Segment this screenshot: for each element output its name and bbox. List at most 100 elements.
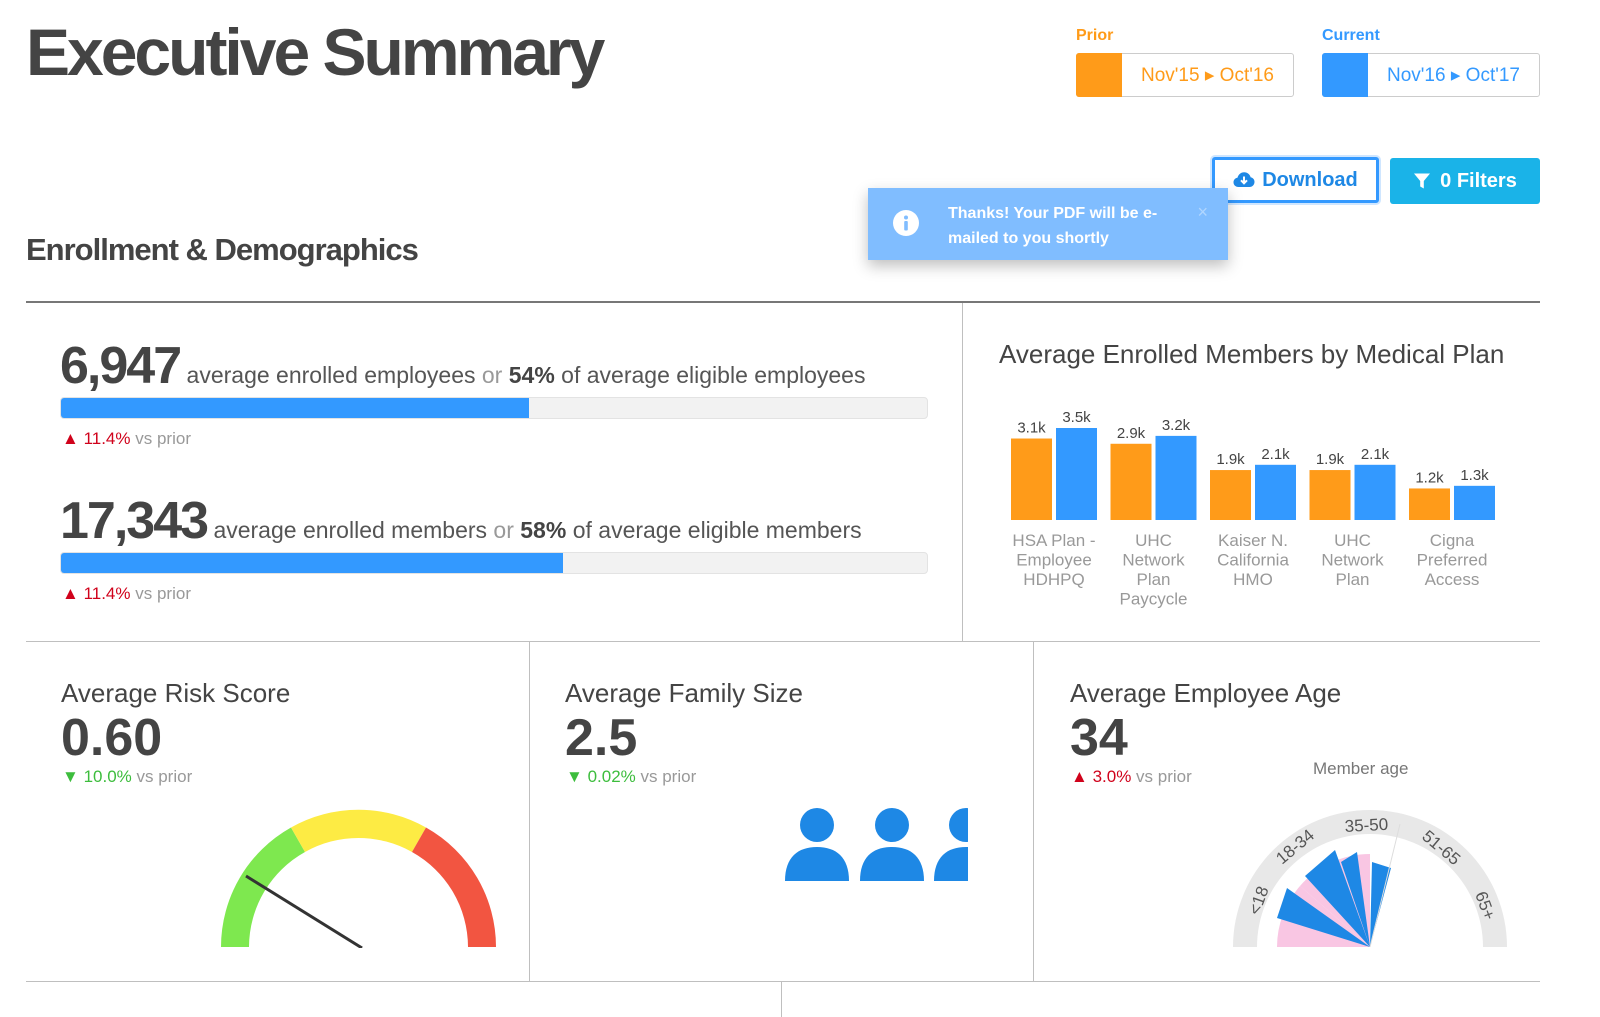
bar-value-label: 1.2k [1415,469,1444,486]
employees-value: 6,947 [60,337,182,395]
bar-value-label: 1.9k [1316,451,1345,468]
members-progress-fill [61,553,564,573]
delta-up-icon: ▲ [62,429,79,448]
risk-gauge [221,809,496,948]
members-delta-text: vs prior [135,584,191,603]
bar-prior[interactable] [1409,488,1450,520]
bar-value-label: 3.2k [1162,417,1191,434]
family-size-pictogram [785,808,968,881]
age-chart-label: Member age [1313,759,1409,778]
info-icon [893,210,919,236]
delta-down-icon: ▼ [62,767,79,786]
risk-delta-value: 10.0% [83,767,132,786]
bar-value-label: 2.1k [1261,446,1290,463]
bar-current[interactable] [1056,428,1097,520]
bar-prior[interactable] [1210,470,1251,520]
cloud-download-icon [1233,172,1255,187]
family-delta-value: 0.02% [587,767,636,786]
risk-title: Average Risk Score [61,678,291,708]
members-value: 17,343 [60,492,209,550]
filter-icon [1414,173,1431,189]
bar-prior[interactable] [1011,438,1052,520]
category-label: Plan [1335,570,1369,589]
bar-current[interactable] [1155,435,1197,520]
delta-up-icon: ▲ [62,584,79,603]
row-divider [26,981,1540,982]
risk-delta: ▼ 10.0% vs prior [62,767,192,787]
prior-period-label: Prior [1076,27,1114,44]
bar-value-label: 1.3k [1460,467,1489,484]
category-label: HMO [1233,570,1273,589]
category-label: Preferred [1417,551,1488,570]
employees-or: or [481,362,503,388]
vertical-divider [962,303,963,642]
members-stat: 17,343 average enrolled members or 58% o… [60,491,960,551]
category-label: Employee [1016,551,1092,570]
age-axis-arc [1233,810,1507,947]
category-label: Paycycle [1119,590,1187,609]
employees-text: average enrolled employees [186,362,476,388]
category-label: Access [1425,570,1480,589]
bar-prior[interactable] [1110,443,1152,520]
gauge-segment-mid [291,809,426,852]
employees-pct: 54% [508,362,555,388]
category-label: California [1217,551,1289,570]
current-period-selector[interactable]: Nov'16 ▸ Oct'17 [1322,52,1540,97]
toast-notification: Thanks! Your PDF will be e-mailed to you… [868,188,1228,260]
card-divider [1033,642,1034,982]
card-divider [529,642,530,982]
toast-close-icon[interactable]: × [1197,202,1208,222]
category-label: HDHPQ [1023,570,1084,589]
employees-delta-value: 11.4% [83,429,131,448]
gauge-segment-high [412,827,496,947]
category-label: UHC [1135,531,1172,550]
category-label: HSA Plan - [1012,531,1095,550]
gauge-needle [245,874,363,948]
section-title: Enrollment & Demographics [26,232,419,267]
age-wedge-current [1305,850,1370,947]
members-text-after: of average eligible members [572,517,862,543]
prior-period-selector[interactable]: Nov'15 ▸ Oct'16 [1076,52,1294,97]
bar-current[interactable] [1454,485,1495,520]
members-text: average enrolled members [213,517,488,543]
person-icon [785,808,849,881]
family-delta-text: vs prior [640,767,697,786]
age-delta-text: vs prior [1136,767,1192,786]
download-label: Download [1262,168,1358,191]
age-wedge-current [1341,852,1370,947]
bar-value-label: 1.9k [1216,451,1245,468]
employees-text-after: of average eligible employees [561,362,866,388]
employees-stat: 6,947 average enrolled employees or 54% … [60,336,960,396]
bar-value-label: 2.1k [1361,446,1390,463]
age-bin-label: 35-50 [1344,815,1388,836]
members-progress-bar [60,552,928,574]
current-color-swatch [1322,52,1368,97]
download-button[interactable]: Download [1212,157,1379,203]
category-label: Network [1122,551,1185,570]
bar-value-label: 2.9k [1117,425,1146,442]
category-label: Plan [1136,570,1170,589]
employees-delta: ▲ 11.4% vs prior [62,429,191,449]
filters-button[interactable]: 0 Filters [1390,158,1540,204]
members-or: or [493,517,514,543]
bar-current[interactable] [1354,464,1396,520]
prior-color-swatch [1076,52,1122,97]
members-delta-value: 11.4% [83,584,131,603]
bar-value-label: 3.1k [1017,420,1046,437]
employees-progress-fill [61,398,529,418]
row-divider [26,641,1540,642]
age-value: 34 [1070,709,1128,767]
toast-message: Thanks! Your PDF will be e-mailed to you… [948,205,1158,247]
delta-down-icon: ▼ [566,767,583,786]
age-title: Average Employee Age [1070,678,1342,708]
category-label: Cigna [1430,531,1475,550]
delta-up-icon: ▲ [1071,767,1088,786]
category-label: Kaiser N. [1218,531,1288,550]
bar-current[interactable] [1255,464,1296,520]
person-icon [860,808,924,881]
employees-delta-text: vs prior [135,429,191,448]
bar-prior[interactable] [1309,470,1351,520]
members-pct: 58% [520,517,567,543]
age-wedge-current [1277,888,1370,947]
